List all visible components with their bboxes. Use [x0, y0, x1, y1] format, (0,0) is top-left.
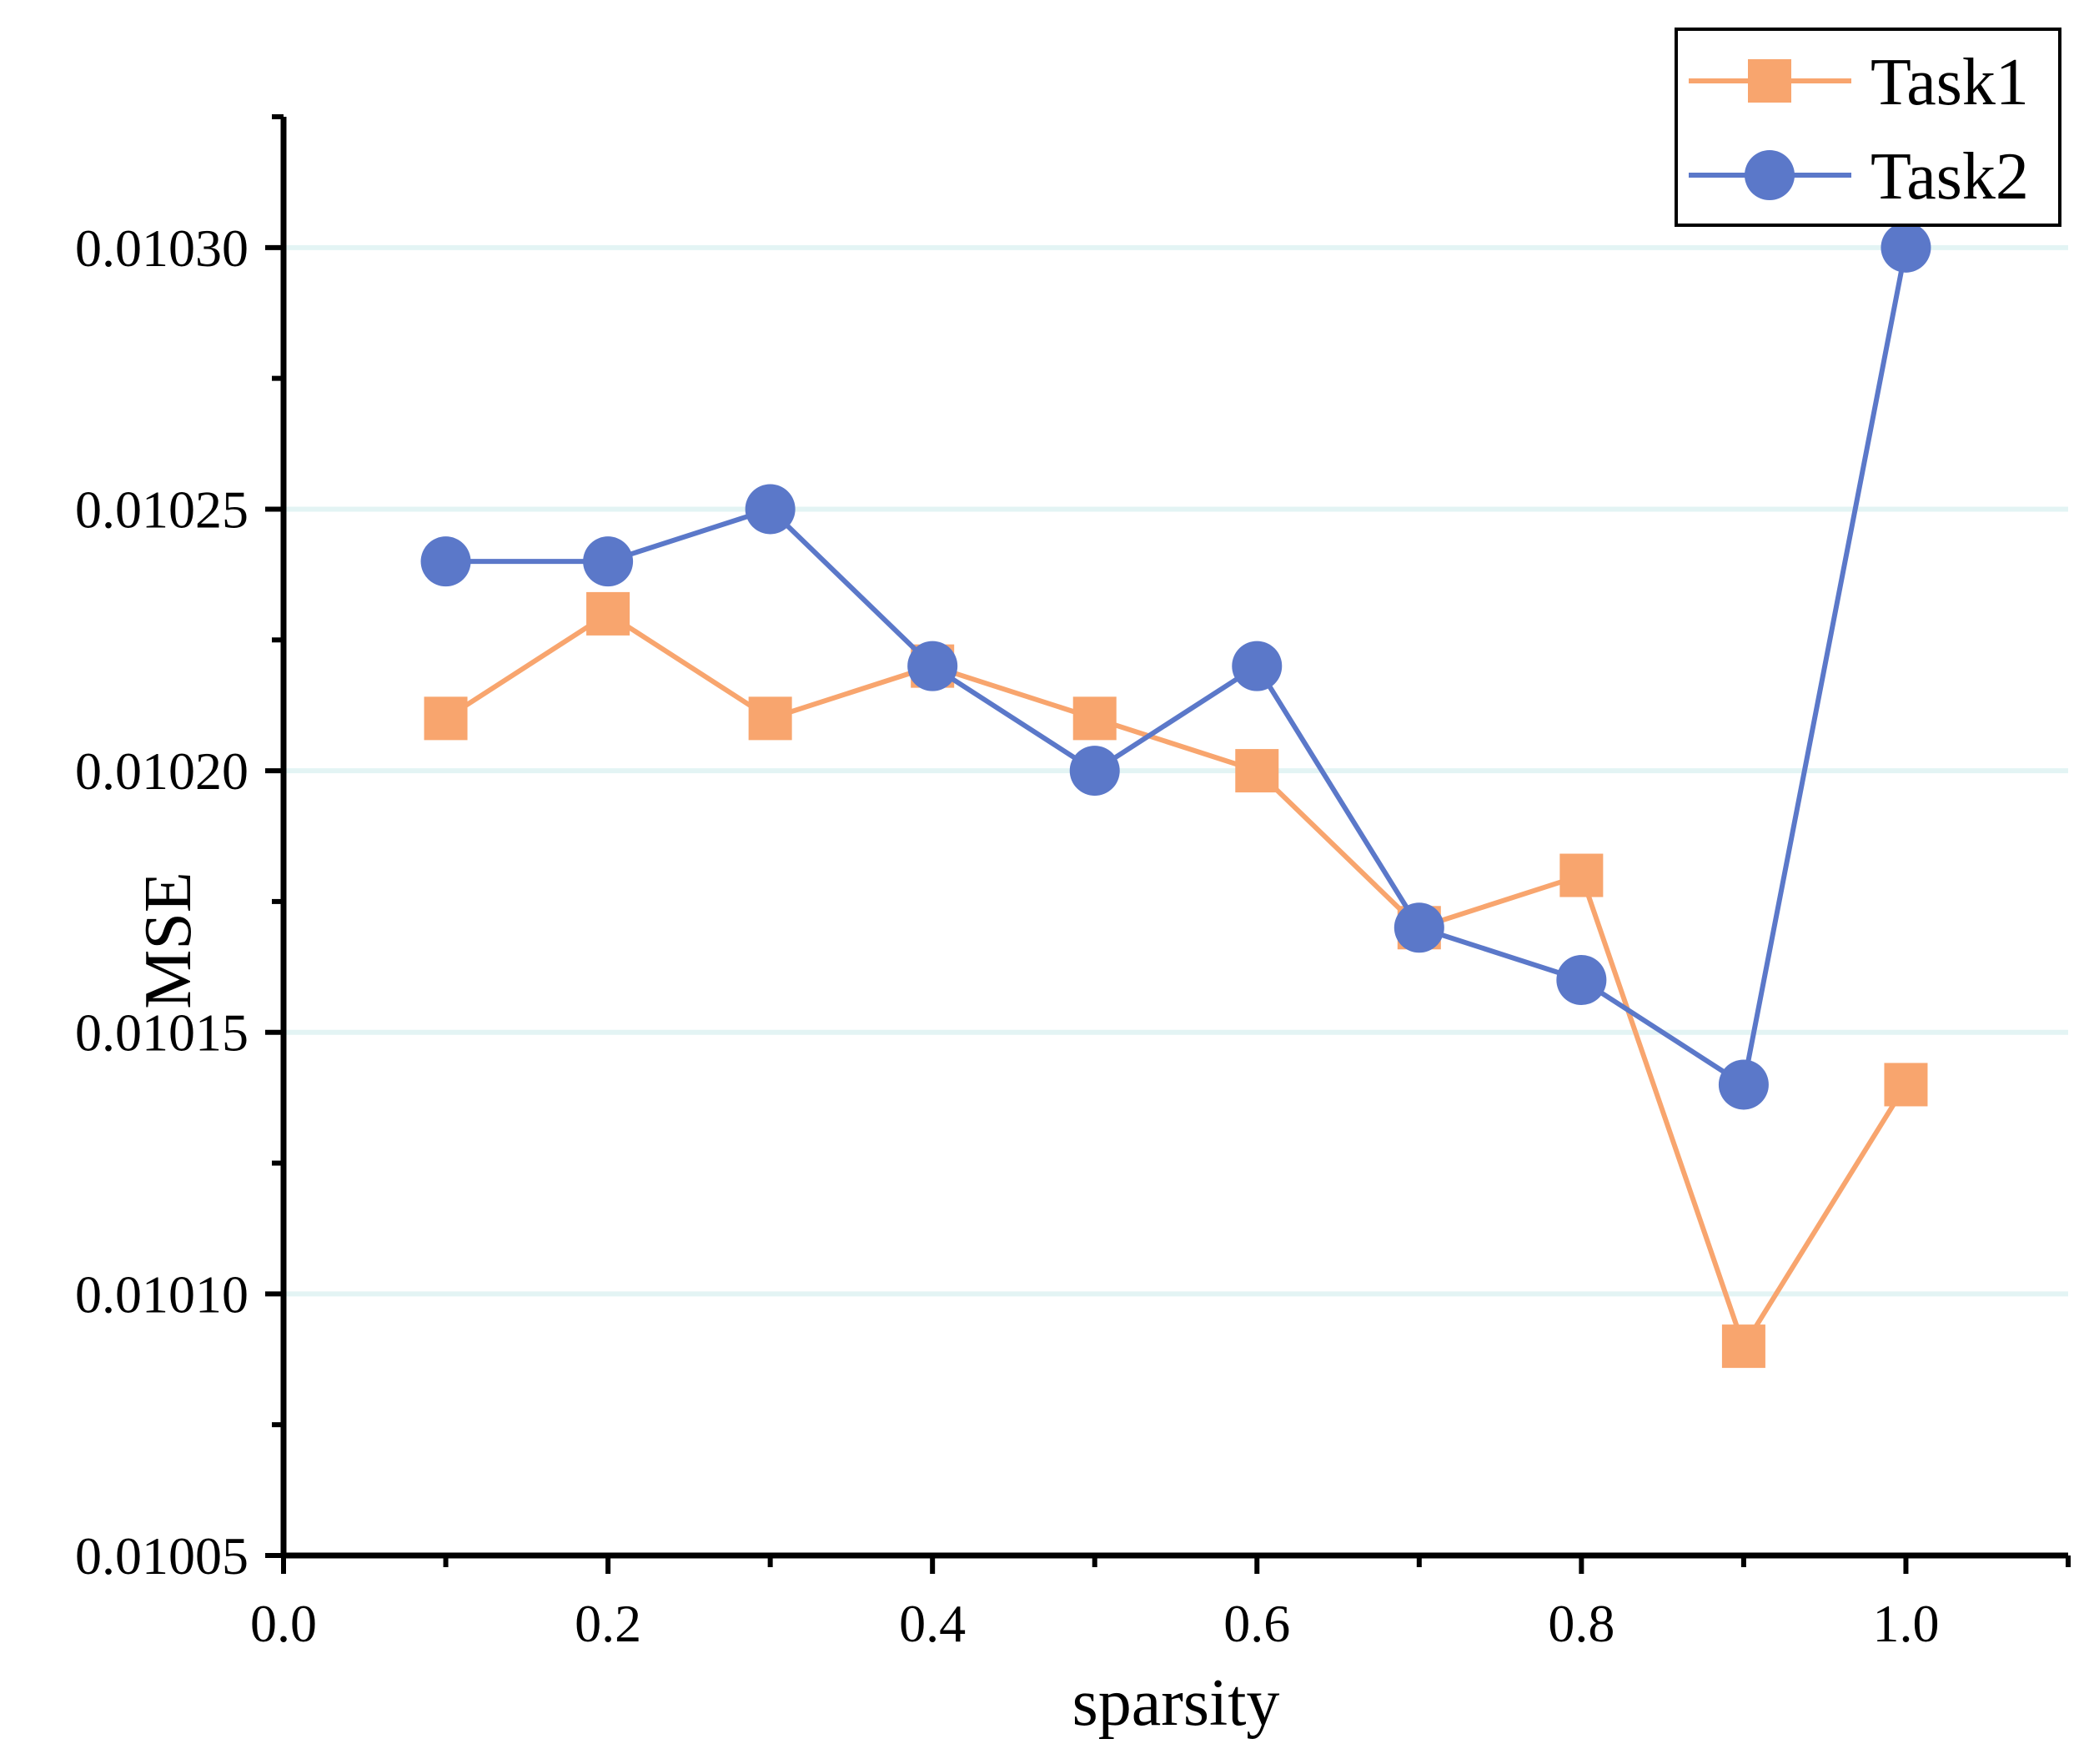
- series-task2: [420, 222, 1931, 1110]
- series-task1-point: [1721, 1324, 1765, 1369]
- legend-label-task1: Task1: [1871, 46, 2029, 119]
- series-task2-point: [1881, 222, 1931, 273]
- y-tick-label-1: 0.01010: [75, 1264, 249, 1324]
- series-task1-line: [444, 611, 1909, 1349]
- y-tick-label-4: 0.01025: [75, 480, 249, 539]
- y-tick-label-5: 0.01030: [75, 219, 249, 278]
- legend-box: [1675, 28, 2061, 227]
- series-task2-line: [445, 247, 1909, 1088]
- series-task2-point: [907, 641, 958, 691]
- series-task2-point: [1718, 1059, 1769, 1110]
- series-task1-point: [1072, 696, 1117, 741]
- x-tick-label-5: 1.0: [1872, 1594, 1939, 1653]
- series-task2-point: [1232, 641, 1283, 691]
- series-task1-point: [424, 696, 468, 741]
- series-task1-point: [748, 696, 792, 741]
- series-task1: [424, 591, 1928, 1369]
- x-axis-title: sparsity: [1072, 1666, 1280, 1740]
- y-axis-title: MSE: [132, 872, 205, 1009]
- x-tick-label-3: 0.6: [1223, 1594, 1290, 1653]
- series-task1-point: [1235, 749, 1279, 793]
- grid-layer: [284, 244, 2068, 1297]
- y-tick-label-3: 0.01020: [75, 741, 249, 801]
- legend-label-task2: Task2: [1871, 140, 2029, 214]
- series-task2-point: [745, 484, 796, 535]
- x-tick-label-0: 0.0: [250, 1594, 317, 1653]
- series-task2-point: [420, 536, 471, 587]
- series-task1-point: [586, 591, 630, 636]
- series-task2-point: [1556, 955, 1607, 1005]
- series-task2-point: [583, 536, 634, 587]
- series-task2-point: [1393, 902, 1444, 953]
- series-task1-point: [1559, 853, 1604, 897]
- y-tick-label-0: 0.01005: [75, 1526, 249, 1586]
- axes-layer: 0.0 0.2 0.4 0.6 0.8 1.0 0.01005 0.01010 0.01015 0…: [75, 114, 2071, 1653]
- x-tick-label-4: 0.8: [1548, 1594, 1614, 1653]
- legend-marker-task1: [1748, 59, 1791, 103]
- series-layer: [420, 222, 1931, 1369]
- series-task1-point: [1884, 1063, 1928, 1107]
- legend: Task1 Task2: [1675, 28, 2061, 227]
- y-tick-label-2: 0.01015: [75, 1003, 249, 1063]
- series-task2-point: [1069, 746, 1120, 797]
- legend-marker-task2: [1745, 150, 1795, 200]
- x-tick-label-2: 0.4: [899, 1594, 966, 1653]
- x-tick-label-1: 0.2: [575, 1594, 641, 1653]
